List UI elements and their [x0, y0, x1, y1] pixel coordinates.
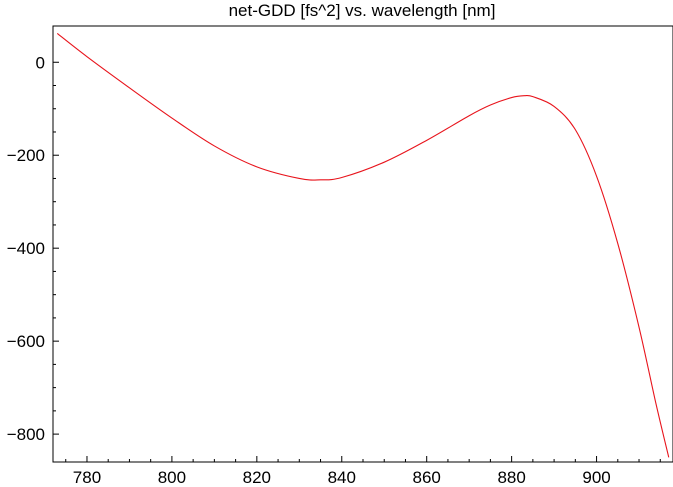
x-tick-label: 880 [497, 468, 525, 487]
x-tick-label: 820 [243, 468, 271, 487]
x-tick-label: 800 [158, 468, 186, 487]
x-tick-label: 860 [413, 468, 441, 487]
y-axis-ticks: 0 −200 −400 −600 −800 [7, 53, 59, 444]
y-tick-label: −400 [7, 239, 45, 258]
y-tick-label: −600 [7, 332, 45, 351]
x-tick-label: 840 [328, 468, 356, 487]
x-axis-ticks: 780 800 820 840 860 880 900 [65, 456, 661, 487]
x-tick-label: 780 [73, 468, 101, 487]
y-tick-label: −200 [7, 146, 45, 165]
series-line [56, 33, 670, 458]
y-tick-label: −800 [7, 425, 45, 444]
x-tick-label: 900 [582, 468, 610, 487]
chart-title: net-GDD [fs^2] vs. wavelength [nm] [229, 1, 496, 20]
plot-frame [52, 25, 673, 463]
y-tick-label: 0 [36, 53, 45, 72]
